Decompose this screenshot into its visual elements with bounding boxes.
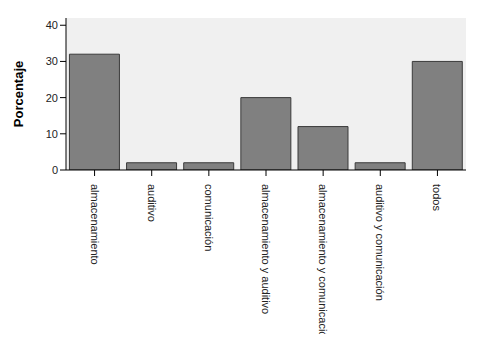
svg-text:auditivo: auditivo <box>146 184 158 222</box>
svg-text:comunicación: comunicación <box>203 184 215 251</box>
svg-text:Porcentaje: Porcentaje <box>11 61 26 127</box>
svg-text:0: 0 <box>52 164 58 176</box>
svg-text:20: 20 <box>46 92 58 104</box>
svg-text:almacenamiento: almacenamiento <box>89 184 101 265</box>
svg-text:almacenamiento y auditivo: almacenamiento y auditivo <box>260 184 272 314</box>
svg-text:40: 40 <box>46 19 58 31</box>
svg-text:todos: todos <box>431 184 443 211</box>
svg-text:10: 10 <box>46 128 58 140</box>
svg-text:auditivo y comunicación: auditivo y comunicación <box>374 184 386 301</box>
svg-text:almacenamiento y comunicación: almacenamiento y comunicación <box>317 184 329 334</box>
svg-text:30: 30 <box>46 55 58 67</box>
